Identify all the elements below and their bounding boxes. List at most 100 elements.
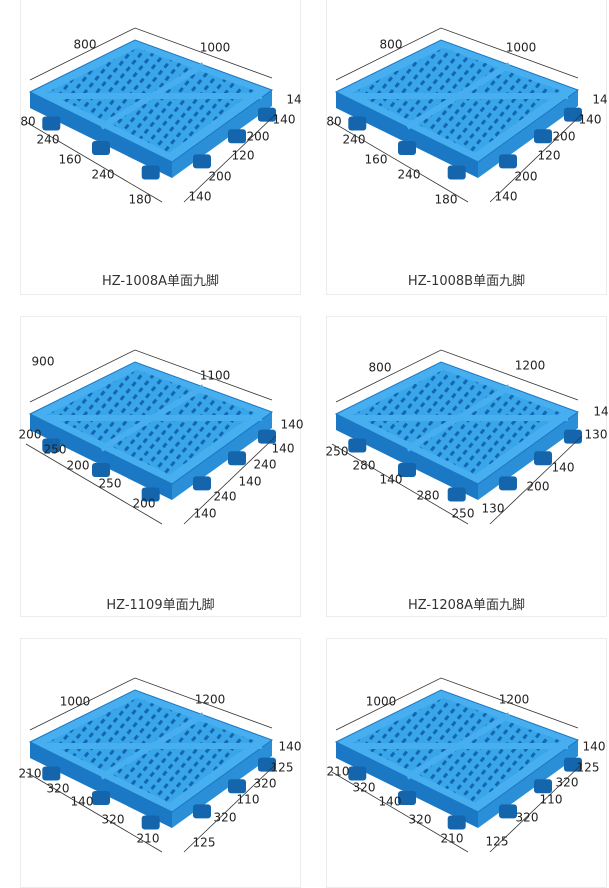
pallet-foot (447, 487, 466, 502)
dimension-label: 800 (74, 38, 97, 52)
pallet-foot (398, 463, 416, 477)
dimension-line (183, 763, 277, 853)
dimension-label: 140 (71, 795, 94, 809)
dimension-label: 14 (593, 405, 608, 419)
pallet-foot (141, 165, 160, 180)
product-caption[interactable]: HZ-1208A单面九脚 (407, 598, 526, 613)
dimension-line (331, 771, 469, 853)
pallet-foot (92, 463, 110, 477)
pallet-foot (228, 779, 246, 794)
pallet-foot (141, 487, 160, 502)
dimension-label: 14 (592, 93, 607, 107)
dimension-label: 125 (486, 835, 509, 849)
dimension-label: 180 (129, 193, 152, 207)
dimension-label: 1000 (366, 695, 397, 709)
pallet-foot (447, 815, 466, 830)
dimension-label: 1000 (506, 41, 537, 55)
dimension-label: 140 (272, 442, 295, 456)
dimension-label: 320 (102, 813, 125, 827)
pallet-foot (348, 438, 367, 453)
dimension-label: 140 (273, 113, 296, 127)
dimension-label: 120 (232, 149, 255, 163)
dimension-label: 1000 (200, 41, 231, 55)
pallet (25, 27, 277, 203)
dimension-label: 320 (353, 781, 376, 795)
dimension-label: 240 (37, 133, 60, 147)
dimension-label: 140 (380, 473, 403, 487)
pallet-rib (99, 62, 206, 130)
dimension-line (29, 349, 273, 403)
dimension-label: 140 (279, 740, 302, 754)
pallet-foot (398, 791, 416, 805)
dimension-label: 800 (380, 38, 403, 52)
dimension-label: 280 (353, 459, 376, 473)
pallet-foot (534, 451, 552, 466)
dimension-label: 240 (214, 490, 237, 504)
pallet-foot (193, 476, 211, 491)
dimension-line (489, 113, 583, 203)
dimension-line (25, 443, 163, 525)
pallet (25, 349, 277, 525)
product-caption[interactable]: HZ-1008A单面九脚 (101, 274, 220, 289)
dimension-label: 240 (343, 133, 366, 147)
dimension-label: 200 (527, 480, 550, 494)
pallet-side (30, 92, 172, 178)
pallet (331, 677, 583, 853)
dimension-label: 140 (239, 475, 262, 489)
pallet-foot (141, 815, 160, 830)
dimension-label: 140 (281, 418, 304, 432)
dimension-label: 240 (92, 168, 115, 182)
dimension-label: 320 (254, 777, 277, 791)
dimension-label: 1100 (200, 369, 231, 383)
dimension-label: 140 (194, 507, 217, 521)
dimension-label: 210 (19, 767, 42, 781)
dimension-label: 140 (552, 461, 575, 475)
pallet-foot (534, 779, 552, 794)
pallet-foot (228, 451, 246, 466)
dimension-line (25, 121, 163, 203)
pallet-foot (228, 129, 246, 144)
dimension-line (183, 113, 277, 203)
pallet-foot (398, 141, 416, 155)
dimension-line (335, 349, 579, 403)
dimension-line (331, 121, 469, 203)
dimension-label: 280 (417, 489, 440, 503)
pallet-grid (353, 47, 562, 153)
dimension-label: 1200 (499, 693, 530, 707)
dimension-label: 320 (214, 811, 237, 825)
pallet-foot (499, 154, 517, 169)
pallet (25, 677, 277, 853)
dimension-line (25, 771, 163, 853)
dimension-label: 200 (19, 428, 42, 442)
dimension-label: 200 (133, 497, 156, 511)
pallet-side (336, 414, 478, 500)
dimension-label: 110 (540, 793, 563, 807)
pallet-foot (92, 141, 110, 155)
dimension-label: 210 (137, 832, 160, 846)
pallet-foot (42, 766, 61, 781)
dimension-label: 110 (237, 793, 260, 807)
dimension-label: 130 (585, 428, 608, 442)
dimension-label: 250 (99, 477, 122, 491)
dimension-label: 125 (577, 761, 600, 775)
dimension-line (489, 435, 583, 525)
dimension-label: 250 (44, 443, 67, 457)
pallet-foot (564, 429, 582, 444)
product-caption[interactable]: HZ-1008B单面九脚 (407, 274, 526, 289)
product-images: 800 1000148024016024018014020012020014080… (19, 27, 609, 853)
dimension-label: 14 (286, 93, 301, 107)
dimension-label: 1200 (515, 359, 546, 373)
dimension-label: 200 (515, 170, 538, 184)
pallet-side (336, 742, 478, 828)
product-caption[interactable]: HZ-1109单面九脚 (106, 598, 215, 613)
pallet-side (336, 92, 478, 178)
dimension-label: 160 (365, 153, 388, 167)
pallet-rib (405, 62, 512, 130)
pallet-foot (42, 438, 61, 453)
pallet-foot (534, 129, 552, 144)
pallet-rib (405, 712, 512, 780)
pallet-rib (405, 384, 512, 452)
dimension-label: 900 (32, 355, 55, 369)
pallet-grid (47, 697, 256, 803)
pallet-grid (353, 369, 562, 475)
